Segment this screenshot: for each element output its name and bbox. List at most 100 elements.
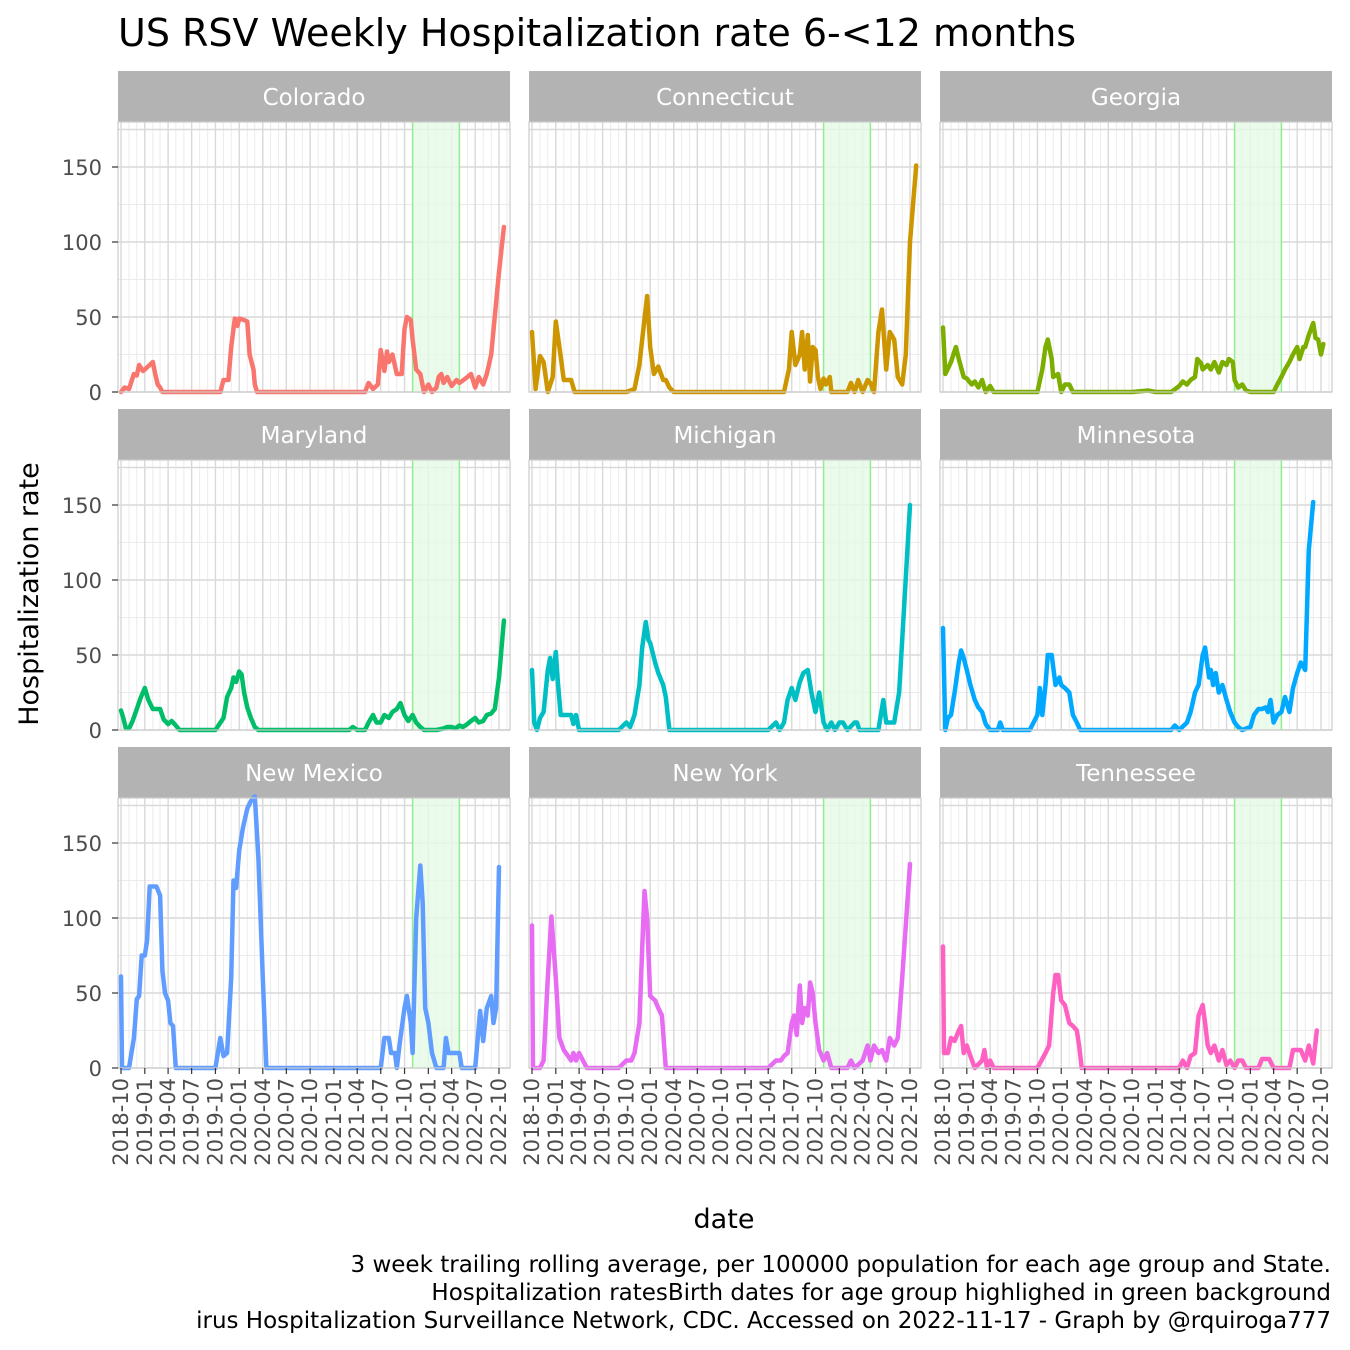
x-tick-label: 2019-04 <box>978 1078 1002 1166</box>
y-axis-title: Hospitalization rate <box>14 462 45 726</box>
panel-border <box>528 797 922 1069</box>
x-tick-label: 2022-07 <box>874 1078 898 1166</box>
facet-strip-label: Minnesota <box>1077 423 1196 449</box>
panel-border <box>117 121 511 393</box>
x-tick-label: 2019-01 <box>544 1078 568 1166</box>
facet-strip-label: Georgia <box>1091 85 1181 111</box>
panel-border <box>528 121 922 393</box>
x-tick-label: 2018-10 <box>931 1078 955 1166</box>
y-tick-label: 0 <box>89 719 102 743</box>
facet-panel: Colorado 0 50 100 150 <box>62 71 511 405</box>
x-tick-label: 2019-01 <box>133 1078 157 1166</box>
y-tick-label: 0 <box>89 381 102 405</box>
x-tick-label: 2020-01 <box>1049 1078 1073 1166</box>
highlight-band <box>823 798 871 1068</box>
x-axis-title: date <box>694 1204 755 1235</box>
facet-panel: New York 2018-10 2019-01 2019-04 2019-07 2019… <box>520 747 922 1166</box>
x-tick-label: 2020-04 <box>662 1078 686 1166</box>
facet-strip-label: Tennessee <box>1075 761 1196 787</box>
y-tick-label: 100 <box>62 569 102 593</box>
panel-border <box>117 797 511 1069</box>
x-tick-label: 2021-07 <box>780 1078 804 1166</box>
x-tick-label: 2022-01 <box>827 1078 851 1166</box>
facet-strip <box>118 409 510 460</box>
facet-strip <box>529 747 921 798</box>
y-tick-label: 100 <box>62 907 102 931</box>
facet-strip-label: Colorado <box>263 85 366 111</box>
x-tick-label: 2020-04 <box>251 1078 275 1166</box>
x-tick-label: 2022-07 <box>1285 1078 1309 1166</box>
x-tick-label: 2020-07 <box>274 1078 298 1166</box>
x-tick-label: 2020-10 <box>1120 1078 1144 1166</box>
facet-strip-label: New York <box>672 761 778 787</box>
x-tick-label: 2022-01 <box>416 1078 440 1166</box>
x-tick-label: 2020-01 <box>227 1078 251 1166</box>
facet-strip <box>940 71 1332 122</box>
facet-strip <box>940 409 1332 460</box>
panel-border <box>939 797 1333 1069</box>
x-tick-label: 2019-10 <box>1025 1078 1049 1166</box>
highlight-band <box>1234 460 1282 730</box>
x-tick-label: 2018-10 <box>109 1078 133 1166</box>
x-tick-label: 2020-07 <box>685 1078 709 1166</box>
x-tick-label: 2022-04 <box>851 1078 875 1166</box>
facet-strip-label: Connecticut <box>656 85 794 111</box>
panel-border <box>939 459 1333 731</box>
x-tick-label: 2020-10 <box>298 1078 322 1166</box>
series-line-georgia <box>940 320 1326 395</box>
highlight-band <box>412 122 460 392</box>
panel-border <box>528 459 922 731</box>
y-tick-label: 150 <box>62 832 102 856</box>
x-tick-label: 2021-07 <box>1191 1078 1215 1166</box>
x-tick-label: 2022-04 <box>1262 1078 1286 1166</box>
facet-strip <box>118 747 510 798</box>
x-tick-label: 2019-04 <box>156 1078 180 1166</box>
series-line-colorado <box>118 224 507 395</box>
y-tick-label: 100 <box>62 231 102 255</box>
caption-line-2: Hospitalization ratesBirth dates for age… <box>431 1280 1331 1306</box>
x-tick-label: 2022-01 <box>1238 1078 1262 1166</box>
y-tick-label: 150 <box>62 494 102 518</box>
highlight-band <box>1234 122 1282 392</box>
highlight-band <box>823 122 871 392</box>
x-tick-label: 2021-04 <box>756 1078 780 1166</box>
facet-strip <box>940 747 1332 798</box>
caption-line-3: irus Hospitalization Surveillance Networ… <box>196 1308 1331 1334</box>
x-tick-label: 2020-01 <box>638 1078 662 1166</box>
facet-panel: Georgia <box>939 71 1333 395</box>
x-tick-label: 2021-10 <box>393 1078 417 1166</box>
x-tick-label: 2020-04 <box>1073 1078 1097 1166</box>
facet-panel: Connecticut <box>528 71 922 395</box>
y-tick-label: 50 <box>75 982 102 1006</box>
facet-strip-label: Michigan <box>673 423 776 449</box>
series-line-maryland <box>118 618 507 733</box>
facet-panel: Maryland 0 50 100 150 <box>62 409 511 743</box>
facet-panels: Colorado 0 50 100 150 Connecticut Georgia Maryl… <box>62 71 1333 1166</box>
x-tick-label: 2021-04 <box>1167 1078 1191 1166</box>
facet-strip-label: Maryland <box>261 423 368 449</box>
facet-panel: New Mexico 0 50 100 150 2018-10 2019-01 2019-04… <box>62 747 511 1166</box>
panel-border <box>117 459 511 731</box>
facet-panel: Michigan <box>528 409 922 733</box>
highlight-band <box>412 460 460 730</box>
facet-strip <box>118 71 510 122</box>
highlight-band <box>412 798 460 1068</box>
facet-panel: Minnesota <box>939 409 1333 733</box>
highlight-band <box>823 460 871 730</box>
x-tick-label: 2022-10 <box>898 1078 922 1166</box>
x-tick-label: 2021-01 <box>322 1078 346 1166</box>
x-tick-label: 2021-07 <box>369 1078 393 1166</box>
x-tick-label: 2019-01 <box>955 1078 979 1166</box>
x-tick-label: 2019-04 <box>567 1078 591 1166</box>
x-tick-label: 2020-07 <box>1096 1078 1120 1166</box>
facet-panel: Tennessee 2018-10 2019-01 2019-04 2019-07 201… <box>931 747 1333 1166</box>
facet-strip <box>529 409 921 460</box>
x-tick-label: 2019-10 <box>203 1078 227 1166</box>
x-tick-label: 2022-10 <box>1309 1078 1333 1166</box>
x-tick-label: 2021-10 <box>804 1078 828 1166</box>
x-tick-label: 2021-01 <box>1144 1078 1168 1166</box>
x-tick-label: 2022-04 <box>440 1078 464 1166</box>
x-tick-label: 2019-10 <box>614 1078 638 1166</box>
x-tick-label: 2019-07 <box>1002 1078 1026 1166</box>
